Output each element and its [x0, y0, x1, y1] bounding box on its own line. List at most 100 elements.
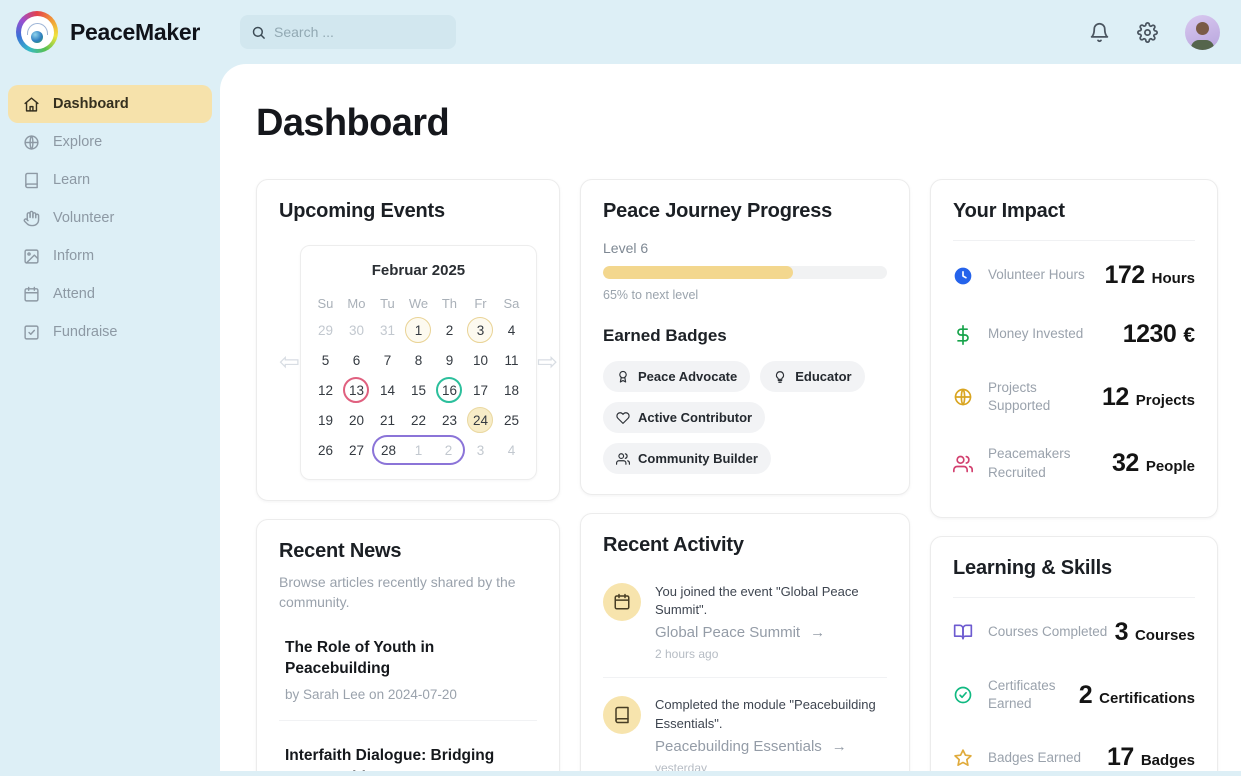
calendar-day[interactable]: 21: [379, 412, 395, 428]
news-item[interactable]: Interfaith Dialogue: Bridging Communitie…: [279, 721, 537, 771]
calendar-day[interactable]: 3: [476, 442, 485, 458]
calendar-day[interactable]: 13: [341, 375, 372, 405]
calendar-day[interactable]: 8: [414, 352, 423, 368]
stat-label: Peacemakers Recruited: [988, 446, 1071, 480]
stat-row: Badges Earned 17 Badges: [953, 728, 1195, 771]
stat-value: 32: [1112, 449, 1139, 478]
stat-value: 2: [1078, 680, 1093, 709]
sidebar-item-learn[interactable]: Learn: [8, 161, 212, 199]
stat-value: 3: [1114, 617, 1129, 646]
calendar-day[interactable]: 11: [504, 352, 519, 368]
progress-percent-label: 65% to next level: [603, 288, 699, 302]
calendar-day[interactable]: 28: [371, 435, 403, 465]
calendar-day[interactable]: 4: [507, 322, 516, 338]
calendar-day[interactable]: 10: [472, 352, 488, 368]
stat-label: Projects Supported: [988, 380, 1051, 414]
calendar-day[interactable]: 1: [402, 435, 434, 465]
calendar-day[interactable]: 25: [503, 412, 519, 428]
upcoming-events-title: Upcoming Events: [279, 200, 445, 222]
calendar-icon: [23, 286, 40, 303]
badge-active-contributor: Active Contributor: [603, 402, 766, 433]
recent-news-card: Recent News Browse articles recently sha…: [256, 519, 560, 771]
page-title: Dashboard: [256, 102, 450, 144]
badge-peace-advocate: Peace Advocate: [603, 361, 751, 392]
calendar-weekday: Mo: [347, 295, 366, 311]
sidebar-item-dashboard[interactable]: Dashboard: [8, 85, 212, 123]
sidebar-item-label: Fundraise: [53, 324, 118, 340]
image-icon: [23, 248, 40, 265]
users-icon: [953, 454, 975, 474]
calendar-day[interactable]: 24: [465, 405, 496, 435]
news-item[interactable]: The Role of Youth in Peacebuilding by Sar…: [279, 613, 537, 721]
activity-link[interactable]: Global Peace Summit →: [655, 624, 826, 642]
calendar-day[interactable]: 6: [352, 352, 361, 368]
gear-icon[interactable]: [1137, 21, 1158, 43]
sidebar-item-volunteer[interactable]: Volunteer: [8, 199, 212, 237]
top-bar: PeaceMaker: [0, 0, 1241, 64]
sidebar-item-inform[interactable]: Inform: [8, 237, 212, 275]
calendar-day[interactable]: 1: [403, 315, 434, 345]
sidebar: Dashboard Explore Learn Volunteer Inform Atte…: [0, 64, 220, 776]
bell-icon[interactable]: [1089, 22, 1110, 43]
calendar-day[interactable]: 18: [503, 382, 519, 398]
stat-label: Badges Earned: [988, 749, 1082, 765]
calendar-day[interactable]: 27: [348, 442, 364, 458]
sidebar-item-attend[interactable]: Attend: [8, 275, 212, 313]
calendar-day[interactable]: 19: [317, 412, 333, 428]
star-icon: [953, 748, 975, 768]
activity-time: 2 hours ago: [655, 647, 719, 662]
calendar-prev-button[interactable]: ⇦: [279, 348, 300, 376]
sidebar-item-label: Explore: [53, 134, 103, 150]
users-icon: [616, 452, 630, 466]
search-input[interactable]: [274, 24, 445, 40]
calendar-weekday: Sa: [503, 295, 520, 311]
globe-icon: [953, 387, 975, 407]
calendar-day[interactable]: 16: [434, 375, 465, 405]
stat-unit: People: [1145, 458, 1195, 476]
calendar-day[interactable]: 2: [433, 435, 465, 465]
brand-name: PeaceMaker: [70, 18, 200, 45]
your-impact-card: Your Impact Volunteer Hours 172 Hours Money…: [930, 179, 1218, 518]
sidebar-item-explore[interactable]: Explore: [8, 123, 212, 161]
calendar-day[interactable]: 14: [379, 382, 395, 398]
stat-value: 12: [1101, 382, 1129, 411]
book-icon: [603, 696, 641, 735]
calendar-day[interactable]: 3: [465, 315, 496, 345]
user-avatar[interactable]: [1185, 14, 1220, 50]
main-content: Dashboard Upcoming Events ⇦ Februar 2025…: [220, 64, 1241, 771]
stat-unit: Courses: [1134, 626, 1195, 644]
calendar-day[interactable]: 4: [507, 442, 516, 458]
arrow-right-icon: →: [831, 737, 847, 755]
stat-row: Projects Supported 12 Projects: [953, 364, 1195, 430]
calendar-day[interactable]: 12: [317, 382, 333, 398]
calendar-weekday: Fr: [474, 295, 487, 311]
calendar-day[interactable]: 2: [445, 322, 454, 338]
activity-item: You joined the event "Global Peace Summi…: [603, 557, 887, 679]
calendar-day[interactable]: 7: [383, 352, 392, 368]
calendar-day[interactable]: 30: [348, 322, 364, 338]
calendar-day[interactable]: 15: [410, 382, 426, 398]
calendar-day[interactable]: 23: [441, 412, 457, 428]
learning-skills-card: Learning & Skills Courses Completed 3 Cour…: [930, 535, 1218, 771]
globe-icon: [23, 134, 40, 151]
peace-journey-card: Peace Journey Progress Level 6 65% to ne…: [580, 179, 910, 495]
recent-activity-title: Recent Activity: [603, 534, 744, 556]
sidebar-item-fundraise[interactable]: Fundraise: [8, 313, 212, 351]
news-item-byline: by Sarah Lee on 2024-07-20: [285, 686, 457, 702]
brand: PeaceMaker: [0, 11, 222, 53]
search-bar[interactable]: [240, 15, 456, 49]
calendar-day[interactable]: 17: [472, 382, 488, 398]
calendar-day[interactable]: 9: [445, 352, 454, 368]
calendar-day[interactable]: 5: [321, 352, 330, 368]
calendar-day[interactable]: 26: [317, 442, 333, 458]
calendar-next-button[interactable]: ⇨: [536, 348, 558, 376]
recent-news-subtitle: Browse articles recently shared by the c…: [279, 574, 516, 611]
check-square-icon: [23, 324, 40, 341]
calendar-day[interactable]: 29: [317, 322, 333, 338]
calendar-day[interactable]: 31: [379, 322, 395, 338]
calendar-day[interactable]: 22: [410, 412, 426, 428]
stat-unit: Certifications: [1099, 689, 1195, 707]
book-icon: [23, 172, 40, 189]
calendar-day[interactable]: 20: [348, 412, 364, 428]
activity-link[interactable]: Peacebuilding Essentials →: [655, 737, 847, 755]
